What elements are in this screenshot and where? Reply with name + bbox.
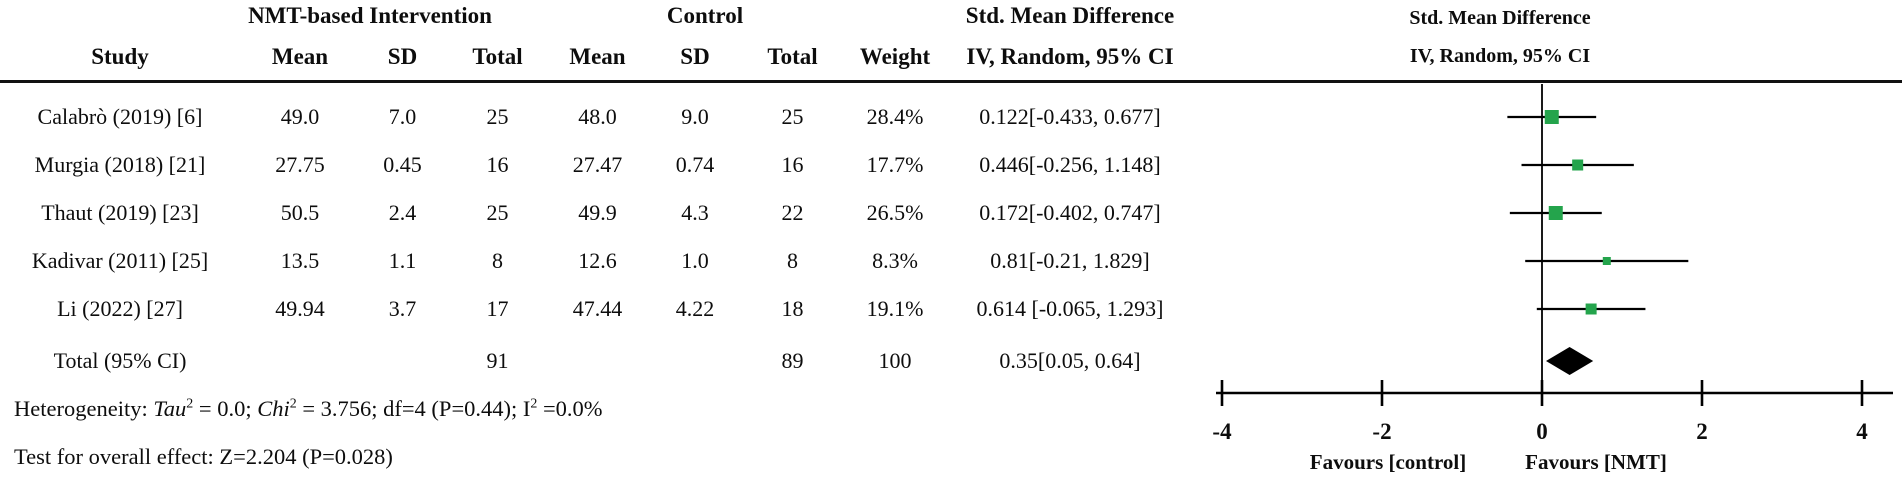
cell-mean_c: 12.6 (578, 248, 617, 273)
cell-weight: 100 (878, 348, 912, 373)
cell-study: Calabrò (2019) [6] (37, 104, 203, 129)
het-i-val: =0.0% (537, 396, 603, 421)
col-header-mean-intervention: Mean (271, 44, 329, 69)
cell-total_i: 25 (486, 200, 509, 225)
cell-sd_i: 2.4 (388, 200, 417, 225)
cell-sd_i: 1.1 (388, 248, 417, 273)
cell-sd_c: 1.0 (681, 248, 709, 273)
group-header-control: Control (666, 3, 744, 28)
cell-study: Thaut (2019) [23] (41, 200, 199, 225)
axis-tick-label: 0 (1536, 419, 1548, 444)
cell-ci: 0.81[-0.21, 1.829] (990, 248, 1150, 273)
cell-study: Total (95% CI) (53, 348, 187, 373)
cell-study: Kadivar (2011) [25] (31, 248, 209, 273)
cell-ci: 0.172[-0.402, 0.747] (979, 200, 1161, 225)
cell-sd_c: 4.22 (675, 296, 715, 321)
het-tau-val: = 0.0; (193, 396, 258, 421)
favours-nmt-label: Favours [NMT] (1525, 450, 1667, 474)
cell-mean_i: 13.5 (280, 248, 320, 273)
cell-total_i: 25 (486, 104, 509, 129)
col-header-weight: Weight (859, 44, 931, 69)
effect-square (1585, 303, 1597, 315)
het-i-sup: 2 (530, 396, 538, 412)
group-header-smd: Std. Mean Difference (965, 3, 1175, 28)
cell-total_c: 22 (781, 200, 804, 225)
heterogeneity-text: Heterogeneity: Tau2 = 0.0; Chi2 = 3.756;… (14, 396, 603, 422)
table-row: Calabrò (2019) [6] 49.0 7.0 25 48.0 9.0 25 28.4… (0, 93, 1190, 141)
cell-total_c: 16 (781, 152, 804, 177)
het-chi-val: = 3.756; df=4 (P=0.44); I (296, 396, 531, 421)
cell-study: Murgia (2018) [21] (34, 152, 206, 177)
col-header-mean-control: Mean (569, 44, 626, 69)
cell-mean_c: 49.9 (578, 200, 617, 225)
cell-weight: 17.7% (866, 152, 924, 177)
table-row: Li (2022) [27] 49.94 3.7 17 47.44 4.22 18 19.1%… (0, 285, 1190, 333)
overall-effect-text: Test for overall effect: Z=2.204 (P=0.02… (14, 444, 393, 469)
cell-weight: 19.1% (866, 296, 924, 321)
cell-sd_c: 9.0 (681, 104, 709, 129)
table-row: Kadivar (2011) [25] 13.5 1.1 8 12.6 1.0 8 8.3% 0… (0, 237, 1190, 285)
col-header-ci: IV, Random, 95% CI (966, 44, 1174, 69)
cell-ci: 0.446[-0.256, 1.148] (979, 152, 1161, 177)
cell-mean_c: 27.47 (572, 152, 623, 177)
pooled-diamond (1546, 347, 1594, 375)
cell-total_i: 17 (486, 296, 509, 321)
effect-square (1602, 257, 1611, 265)
axis-tick-label: 4 (1856, 419, 1868, 444)
het-label: Heterogeneity: (14, 396, 154, 421)
col-header-study: Study (91, 44, 149, 69)
cell-sd_c: 0.74 (675, 152, 715, 177)
cell-weight: 8.3% (872, 248, 918, 273)
cell-total_i: 8 (492, 248, 503, 273)
plot-header-smd: Std. Mean Difference (1409, 7, 1591, 29)
cell-mean_c: 47.44 (572, 296, 623, 321)
cell-weight: 28.4% (866, 104, 924, 129)
col-header-sd-intervention: SD (387, 44, 418, 69)
cell-sd_i: 0.45 (383, 152, 422, 177)
header-rule (0, 80, 1902, 83)
het-tau-sup: 2 (186, 396, 194, 412)
cell-total_c: 18 (781, 296, 804, 321)
effect-square (1548, 206, 1563, 220)
table-total-row: Total (95% CI) 91 89 100 0.35[0.05, 0.64] (0, 337, 1190, 385)
cell-ci: 0.122[-0.433, 0.677] (979, 104, 1161, 129)
plot-header-model: IV, Random, 95% CI (1409, 45, 1591, 67)
table-row: Murgia (2018) [21] 27.75 0.45 16 27.47 0.74 16… (0, 141, 1190, 189)
cell-mean_i: 49.94 (275, 296, 325, 321)
cell-sd_c: 4.3 (681, 200, 709, 225)
het-chi: Chi (257, 396, 290, 421)
cell-total_c: 89 (781, 348, 804, 373)
cell-mean_i: 50.5 (280, 200, 320, 225)
cell-total_i: 91 (486, 348, 509, 373)
cell-ci: 0.614 [-0.065, 1.293] (976, 296, 1164, 321)
favours-control-label: Favours [control] (1309, 450, 1467, 474)
table-row: Thaut (2019) [23] 50.5 2.4 25 49.9 4.3 22 26.5%… (0, 189, 1190, 237)
het-tau: Tau (153, 396, 187, 421)
cell-study: Li (2022) [27] (57, 296, 183, 321)
het-chi-sup: 2 (289, 396, 297, 412)
effect-square (1572, 159, 1584, 171)
col-header-total-control: Total (767, 44, 818, 69)
cell-total_c: 25 (781, 104, 804, 129)
cell-weight: 26.5% (866, 200, 924, 225)
cell-ci: 0.35[0.05, 0.64] (999, 348, 1141, 373)
column-header-row: Study Mean SD Total Mean SD Total Weight… (0, 33, 1190, 81)
cell-total_c: 8 (787, 248, 798, 273)
col-header-total-intervention: Total (472, 44, 523, 69)
group-header-intervention: NMT-based Intervention (248, 3, 492, 28)
cell-mean_i: 27.75 (275, 152, 325, 177)
cell-sd_i: 7.0 (388, 104, 417, 129)
effect-square (1544, 110, 1559, 124)
col-header-sd-control: SD (680, 44, 710, 69)
cell-mean_i: 49.0 (280, 104, 320, 129)
cell-total_i: 16 (486, 152, 509, 177)
axis-tick-label: 2 (1696, 419, 1708, 444)
axis-tick-label: -4 (1212, 419, 1232, 444)
axis-tick-label: -2 (1372, 419, 1392, 444)
cell-sd_i: 3.7 (388, 296, 417, 321)
cell-mean_c: 48.0 (578, 104, 617, 129)
